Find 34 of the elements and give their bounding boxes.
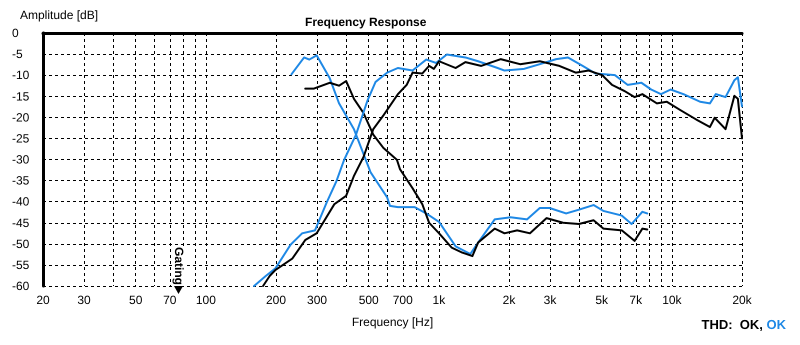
y-tick-label: -35 <box>12 174 30 188</box>
y-tick-label: 0 <box>12 26 19 40</box>
x-axis-title: Frequency [Hz] <box>352 315 434 329</box>
annotation: Gating <box>172 247 186 285</box>
y-tick-label: -20 <box>12 110 30 124</box>
y-tick-label: -40 <box>12 194 30 209</box>
x-tick-label: 200 <box>266 293 286 307</box>
x-tick-label: 70 <box>163 293 177 307</box>
x-tick-label: 500 <box>358 293 380 307</box>
x-tick-label: 20 <box>36 293 50 307</box>
x-tick-label: 3k <box>544 293 558 307</box>
x-tick-label: 100 <box>196 293 216 307</box>
x-tick-label: 30 <box>77 293 92 307</box>
x-tick-label: 2k <box>502 293 516 307</box>
y-tick-label: -45 <box>12 216 30 230</box>
y-tick-label: -50 <box>12 236 30 251</box>
x-tick-label: 300 <box>307 293 328 307</box>
x-tick-label: 700 <box>392 293 414 307</box>
chart-title: Frequency Response <box>305 15 427 29</box>
y-tick-label: -15 <box>12 89 30 104</box>
x-tick-label: 20k <box>732 293 753 307</box>
text: THD: OK, OK <box>702 317 787 332</box>
y-tick-label: -5 <box>12 47 23 62</box>
x-tick-label: 5k <box>595 293 610 307</box>
y-tick-label: -55 <box>12 258 30 272</box>
y-tick-label: -10 <box>12 68 30 82</box>
y-tick-label: -25 <box>12 131 30 146</box>
y-tick-label: -60 <box>12 279 30 293</box>
y-tick-label: -30 <box>12 152 30 166</box>
x-tick-label: 1k <box>432 293 446 307</box>
x-tick-label: 50 <box>129 293 143 307</box>
x-tick-label: 10k <box>662 293 683 307</box>
x-tick-label: 7k <box>629 293 644 307</box>
y-axis-title: Amplitude [dB] <box>20 8 98 22</box>
